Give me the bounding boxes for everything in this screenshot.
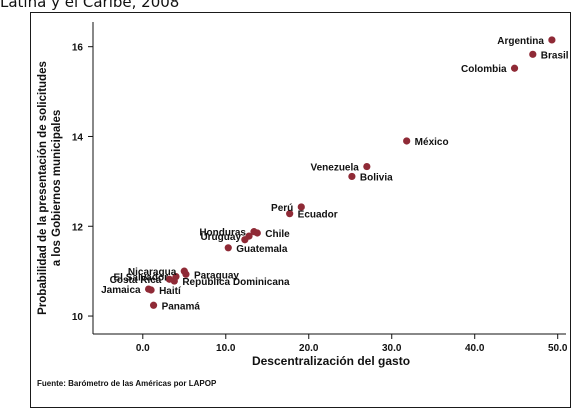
x-axis-ticks: 0.0 10.0 20.0 30.0 40.0 50.0 bbox=[136, 334, 568, 354]
data-point bbox=[348, 172, 356, 181]
point-label: Argentina bbox=[497, 36, 544, 47]
y-axis-title: Probabilidad de la presentación de solic… bbox=[37, 61, 63, 315]
point-label: Ecuador bbox=[298, 210, 338, 221]
point-label: Honduras bbox=[199, 228, 246, 239]
y-tick-label: 12 bbox=[72, 222, 84, 233]
x-tick-label: 20.0 bbox=[299, 343, 319, 354]
point-label: Guatemala bbox=[236, 244, 288, 255]
data-point bbox=[224, 244, 232, 252]
data-point bbox=[297, 203, 305, 211]
data-point bbox=[510, 64, 519, 72]
y-tick-label: 10 bbox=[72, 312, 84, 323]
data-point bbox=[182, 270, 190, 278]
data-point bbox=[147, 286, 155, 294]
data-points bbox=[144, 36, 556, 309]
x-axis-title: Descentralización del gasto bbox=[252, 354, 410, 368]
data-point bbox=[403, 137, 411, 145]
x-tick-label: 50.0 bbox=[548, 343, 568, 354]
point-label: Jamaica bbox=[101, 285, 141, 296]
data-point bbox=[548, 36, 556, 44]
point-labels: Argentina Brasil Colombia México VenezuelaBo… bbox=[101, 36, 569, 312]
data-point bbox=[241, 236, 249, 244]
data-point bbox=[253, 229, 261, 237]
figure-title-fragment: Latina y el Caribe, 2008 bbox=[0, 0, 180, 11]
source-note: Fuente: Barómetro de las Américas por LA… bbox=[37, 379, 217, 388]
point-label: Brasil bbox=[541, 50, 569, 61]
x-tick-label: 30.0 bbox=[382, 343, 402, 354]
y-axis-title-line-2: a los Gobiernos municipales bbox=[51, 110, 63, 267]
data-point bbox=[149, 301, 158, 309]
point-label: Uruguay bbox=[200, 232, 241, 243]
point-label: Colombia bbox=[461, 64, 507, 75]
point-label: México bbox=[415, 137, 449, 148]
data-point bbox=[529, 50, 537, 58]
y-tick-label: 16 bbox=[72, 43, 84, 54]
y-axis-title-line-1: Probabilidad de la presentación de solic… bbox=[37, 61, 49, 315]
point-label: Bolivia bbox=[360, 172, 393, 183]
y-tick-label: 14 bbox=[72, 132, 84, 143]
point-label: El Salvador bbox=[114, 273, 169, 284]
point-label: Perú bbox=[271, 203, 293, 214]
data-point bbox=[286, 210, 294, 218]
point-label: Venezuela bbox=[310, 163, 359, 174]
point-label: Paraguay bbox=[194, 270, 239, 281]
point-label: Chile bbox=[265, 229, 290, 240]
point-label: Haití bbox=[159, 286, 182, 297]
x-tick-label: 40.0 bbox=[465, 343, 485, 354]
data-point bbox=[170, 277, 178, 285]
x-tick-label: 0.0 bbox=[136, 343, 150, 354]
point-label: Costa Rica bbox=[110, 275, 162, 286]
point-label: Nicaragua bbox=[128, 267, 177, 278]
data-point bbox=[363, 162, 371, 171]
y-axis-ticks: 10 12 14 16 bbox=[72, 43, 93, 323]
point-label: Panamá bbox=[162, 301, 201, 312]
x-tick-label: 10.0 bbox=[216, 343, 236, 354]
point-label: República Dominicana bbox=[182, 277, 290, 288]
